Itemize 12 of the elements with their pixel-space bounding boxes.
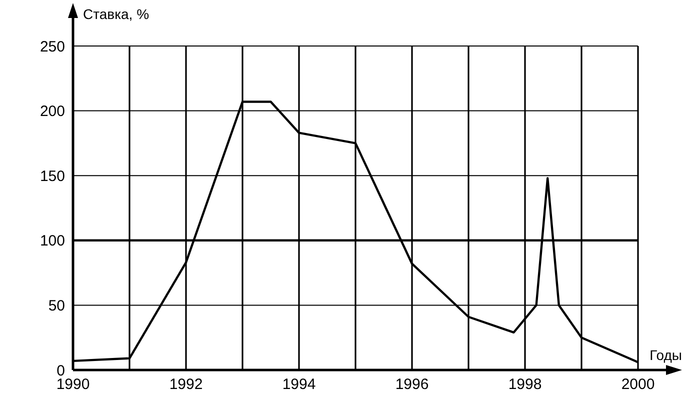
x-tick-label: 1996	[395, 376, 429, 393]
y-tick-label: 50	[48, 297, 65, 314]
x-tick-label: 1994	[282, 376, 316, 393]
x-tick-label: 1998	[508, 376, 542, 393]
y-tick-label: 150	[40, 168, 65, 185]
x-axis-title: Годы	[650, 347, 682, 363]
x-tick-label: 1992	[169, 376, 203, 393]
y-tick-label: 250	[40, 38, 65, 56]
y-axis-title: Ставка, %	[83, 6, 150, 22]
x-tick-label: 2000	[621, 376, 655, 393]
y-tick-label: 100	[40, 232, 65, 250]
y-tick-label: 200	[40, 103, 65, 120]
